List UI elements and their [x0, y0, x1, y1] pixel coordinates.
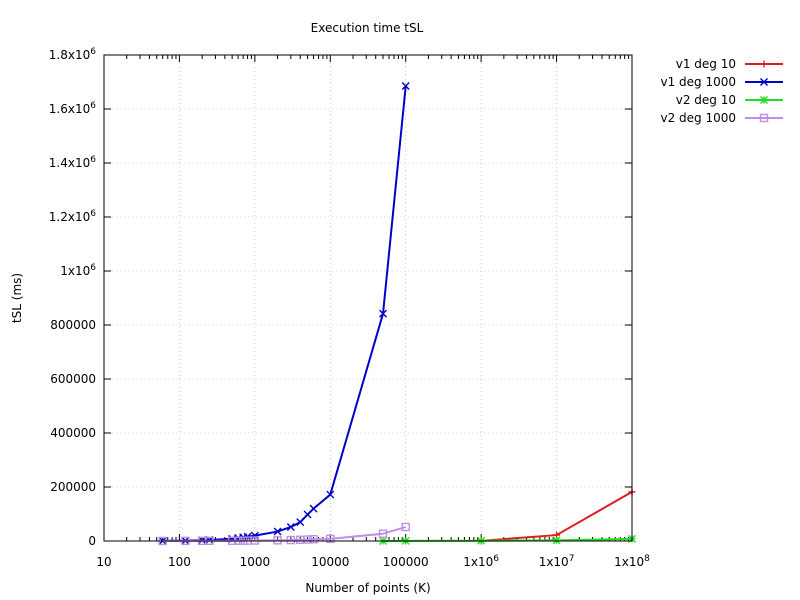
data-point-v1-deg-1000 — [326, 490, 335, 499]
axis-ticks: 10 100 1000 10000 100000 1x106 1x107 1x108 0 2000… — [49, 47, 650, 569]
x-tick-label: 1x107 — [539, 554, 575, 569]
x-tick-label: 10000 — [311, 555, 349, 569]
legend-marker-v1-deg-1000 — [760, 78, 768, 86]
data-point-v2-deg-10 — [552, 536, 561, 545]
y-tick-label: 1.4x106 — [49, 155, 96, 170]
grid — [104, 55, 632, 541]
data-point-v2-deg-1000 — [309, 535, 318, 544]
y-tick-label: 0 — [88, 534, 96, 548]
y-tick-label: 600000 — [50, 372, 96, 386]
plot-frame — [103, 54, 633, 542]
legend-label-v2-deg-10: v2 deg 10 — [676, 93, 736, 107]
y-tick-label: 1.2x106 — [49, 209, 96, 224]
y-axis-label: tSL (ms) — [10, 273, 24, 323]
data-point-v1-deg-1000 — [303, 510, 312, 519]
legend-label-v1-deg-1000: v1 deg 1000 — [660, 75, 736, 89]
series-line-v1-deg-1000 — [162, 85, 407, 542]
data-point-v2-deg-1000 — [273, 536, 282, 545]
y-tick-label: 1.6x106 — [49, 101, 96, 116]
x-tick-label: 1x106 — [463, 554, 499, 569]
data-point-v2-deg-1000 — [286, 535, 296, 545]
data-point-v1-deg-1000 — [250, 531, 259, 540]
data-point-v1-deg-1000 — [309, 504, 318, 513]
x-tick-label: 1000 — [240, 555, 271, 569]
x-axis-label: Number of points (K) — [305, 581, 430, 595]
x-tick-label: 10 — [96, 555, 111, 569]
data-point-v2-deg-1000 — [326, 534, 335, 544]
y-tick-label: 400000 — [50, 426, 96, 440]
y-tick-label: 1.8x106 — [49, 47, 96, 62]
x-tick-label: 100000 — [383, 555, 429, 569]
data-point-v2-deg-1000 — [401, 522, 410, 532]
legend: v1 deg 10 v1 deg 1000 v2 deg 10 v2 deg 1000 — [660, 57, 783, 125]
legend-marker-v2-deg-10 — [760, 96, 768, 104]
x-tick-label: 100 — [168, 555, 191, 569]
y-tick-label: 200000 — [50, 480, 96, 494]
data-point-v1-deg-1000 — [296, 518, 305, 527]
plot-area — [158, 82, 636, 546]
legend-marker-v2-deg-1000 — [759, 113, 769, 123]
x-tick-label: 1x108 — [614, 554, 650, 569]
legend-label-v1-deg-10: v1 deg 10 — [676, 57, 736, 71]
data-point-v2-deg-1000 — [303, 535, 312, 544]
data-point-v1-deg-1000 — [273, 527, 282, 536]
legend-marker-v1-deg-10 — [760, 60, 768, 68]
data-point-v1-deg-1000 — [286, 522, 295, 531]
data-point-v1-deg-1000 — [401, 82, 410, 91]
legend-label-v2-deg-1000: v2 deg 1000 — [660, 111, 736, 125]
y-tick-label: 800000 — [50, 318, 96, 332]
data-point-v1-deg-1000 — [379, 309, 388, 318]
chart-title: Execution time tSL — [311, 21, 424, 35]
y-tick-label: 1x106 — [60, 263, 96, 278]
data-point-v2-deg-1000 — [378, 529, 388, 538]
